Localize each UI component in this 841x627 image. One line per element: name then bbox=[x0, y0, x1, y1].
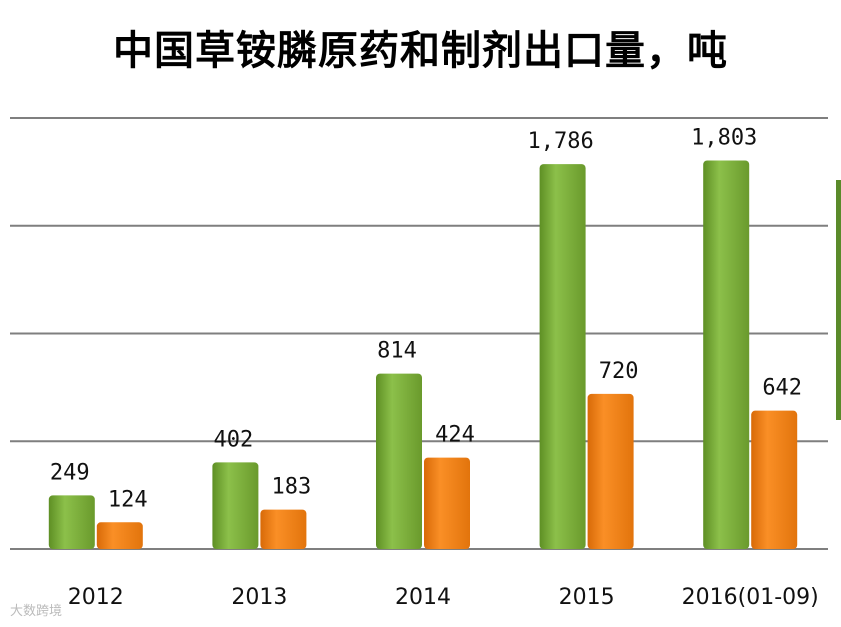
data-labels: 249 124 402 183 814 424 1,786 720 1,803 642 bbox=[50, 125, 802, 512]
bar-series2-1 bbox=[260, 509, 307, 549]
bar-series2-3 bbox=[587, 393, 634, 549]
bar-series2-2 bbox=[424, 457, 470, 549]
x-axis-ticks: 2012 2013 2014 2015 2016(01-09) bbox=[68, 585, 819, 610]
bar-series1-0 bbox=[48, 495, 95, 549]
bar-series1-1 bbox=[212, 462, 259, 549]
x-tick-label-2: 2014 bbox=[395, 585, 451, 610]
data-label-series1-2: 814 bbox=[377, 339, 417, 364]
bar-series1-2 bbox=[376, 373, 422, 549]
x-tick-label-0: 2012 bbox=[68, 585, 124, 610]
data-label-series1-1: 402 bbox=[214, 427, 254, 452]
data-label-series2-2: 424 bbox=[435, 423, 475, 448]
bar-series2-4 bbox=[751, 410, 798, 549]
watermark-text: 大数跨境 bbox=[10, 604, 63, 619]
data-label-series2-0: 124 bbox=[108, 487, 148, 512]
data-label-series2-3: 720 bbox=[599, 359, 639, 384]
right-edge-decoration bbox=[836, 180, 841, 420]
data-label-series1-3: 1,786 bbox=[527, 129, 593, 154]
data-label-series1-4: 1,803 bbox=[691, 125, 757, 150]
x-tick-label-1: 2013 bbox=[231, 585, 287, 610]
chart-title: 中国草铵膦原药和制剂出口量，吨 bbox=[113, 28, 728, 74]
bar-series1-3 bbox=[539, 164, 586, 549]
bar-series1-4 bbox=[703, 160, 750, 550]
data-label-series1-0: 249 bbox=[50, 460, 90, 485]
bar-series2-0 bbox=[96, 522, 143, 549]
x-tick-label-4: 2016(01-09) bbox=[682, 585, 819, 610]
data-label-series2-4: 642 bbox=[762, 376, 802, 401]
x-tick-label-3: 2015 bbox=[559, 585, 615, 610]
data-label-series2-1: 183 bbox=[272, 475, 312, 500]
bars bbox=[48, 160, 798, 550]
